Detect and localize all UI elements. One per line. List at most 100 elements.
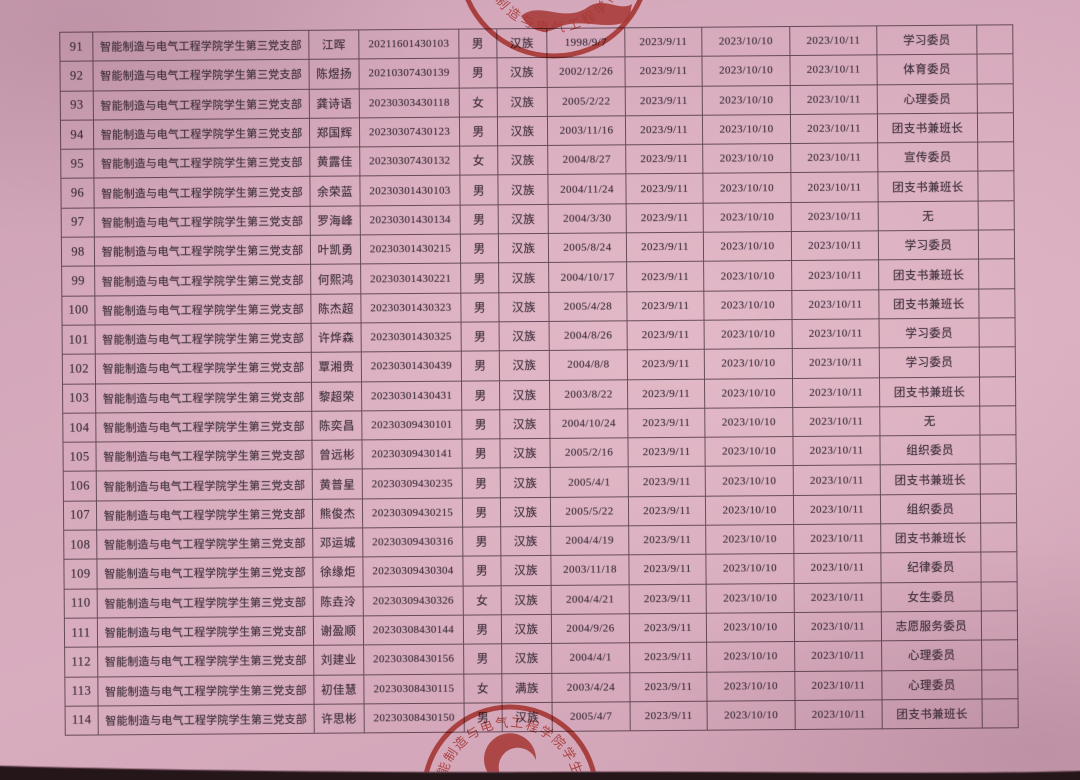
cell-no: 95	[60, 149, 95, 180]
cell-date3: 2023/10/11	[793, 436, 881, 467]
cell-position: 志愿服务委员	[881, 611, 983, 642]
cell-name: 余荣蓝	[310, 176, 361, 207]
cell-date1: 2023/9/11	[625, 86, 703, 117]
cell-branch: 智能制造与电气工程学院学生第三党支部	[95, 294, 312, 326]
photo-bottom-edge	[0, 765, 1080, 780]
cell-name: 黎超荣	[312, 381, 363, 412]
cell-name: 初佳慧	[314, 674, 365, 705]
cell-birth_date: 2004/4/21	[551, 584, 630, 615]
cell-date1: 2023/9/11	[627, 349, 705, 380]
cell-no: 102	[61, 354, 97, 385]
cell-date1: 2023/9/11	[628, 496, 707, 527]
cell-birth_date: 2004/11/24	[548, 174, 627, 205]
cell-no: 103	[62, 384, 97, 414]
cell-gender: 男	[463, 527, 502, 557]
cell-name: 陈杰超	[311, 294, 362, 324]
cell-position: 心理委员	[882, 670, 983, 701]
cell-position: 团支书兼班长	[879, 259, 980, 291]
cell-branch: 智能制造与电气工程学院学生第三党支部	[95, 265, 312, 297]
cell-ethnicity: 汉族	[500, 439, 551, 469]
cell-gender: 男	[460, 175, 499, 206]
cell-blank	[978, 201, 1015, 231]
cell-birth_date: 2004/10/24	[550, 409, 629, 440]
cell-date2: 2023/10/10	[707, 642, 796, 673]
cell-student_id: 20230303430118	[359, 88, 460, 119]
cell-date2: 2023/10/10	[706, 583, 795, 614]
cell-student_id: 20210307430139	[359, 58, 460, 90]
cell-gender: 男	[460, 234, 500, 264]
cell-birth_date: 2005/5/22	[550, 497, 630, 527]
cell-student_id: 20230309430304	[363, 556, 464, 588]
cell-birth_date: 2004/10/17	[549, 262, 628, 293]
cell-name: 覃湘贵	[311, 352, 363, 383]
cell-branch: 智能制造与电气工程学院学生第三党支部	[94, 206, 311, 238]
cell-position: 团支书兼班长	[879, 289, 980, 320]
cell-date3: 2023/10/11	[792, 377, 881, 408]
cell-student_id: 20230309430101	[362, 410, 463, 441]
cell-position: 团支书兼班长	[882, 699, 983, 730]
cell-no: 101	[61, 325, 96, 356]
cell-branch: 智能制造与电气工程学院学生第三党支部	[97, 528, 314, 560]
cell-ethnicity: 汉族	[500, 380, 551, 411]
cell-no: 99	[61, 266, 96, 297]
cell-ethnicity: 汉族	[501, 556, 552, 586]
cell-branch: 智能制造与电气工程学院学生第三党支部	[97, 558, 314, 590]
cell-branch: 智能制造与电气工程学院学生第三党支部	[95, 323, 312, 355]
cell-date3: 2023/10/11	[791, 202, 879, 233]
cell-date3: 2023/10/11	[793, 465, 881, 496]
cell-no: 94	[59, 120, 95, 150]
cell-date3: 2023/10/11	[794, 612, 883, 643]
cell-blank	[979, 376, 1017, 407]
cell-date2: 2023/10/10	[703, 144, 792, 175]
cell-position: 无	[880, 406, 981, 437]
cell-date3: 2023/10/11	[791, 231, 880, 262]
cell-date3: 2023/10/11	[792, 260, 880, 291]
cell-date3: 2023/10/11	[791, 143, 879, 174]
cell-no: 107	[62, 501, 98, 531]
cell-name: 谢盈顺	[313, 616, 365, 647]
cell-birth_date: 2005/2/16	[550, 438, 629, 469]
cell-ethnicity: 汉族	[498, 146, 549, 176]
cell-date2: 2023/10/10	[702, 114, 792, 145]
cell-date3: 2023/10/11	[790, 55, 878, 86]
cell-gender: 男	[460, 205, 499, 235]
cell-no: 97	[60, 208, 95, 238]
cell-position: 纪律委员	[881, 552, 982, 583]
cell-no: 110	[63, 589, 98, 619]
cell-branch: 智能制造与电气工程学院学生第三党支部	[98, 704, 315, 736]
cell-position: 女生委员	[881, 582, 982, 613]
cell-ethnicity: 汉族	[500, 497, 552, 528]
cell-gender: 男	[463, 615, 503, 645]
cell-name: 熊俊杰	[312, 499, 364, 529]
cell-blank	[982, 640, 1019, 671]
cell-gender: 女	[463, 585, 502, 616]
cell-student_id: 20230301430215	[360, 234, 462, 265]
cell-blank	[979, 259, 1016, 290]
cell-date2: 2023/10/10	[703, 202, 792, 233]
cell-no: 106	[62, 471, 97, 502]
cell-name: 黄普星	[312, 469, 363, 500]
cell-birth_date: 2003/11/16	[547, 116, 627, 147]
cell-date1: 2023/9/11	[627, 291, 705, 322]
cell-date1: 2023/9/11	[630, 701, 708, 732]
cell-birth_date: 2003/8/22	[550, 379, 629, 410]
cell-blank	[978, 230, 1016, 260]
cell-gender: 男	[464, 644, 503, 675]
cell-birth_date: 2005/2/22	[547, 86, 626, 117]
cell-no: 111	[63, 618, 99, 648]
cell-student_id: 20230301430431	[362, 381, 463, 412]
cell-ethnicity: 汉族	[501, 526, 552, 557]
cell-date3: 2023/10/11	[795, 670, 883, 701]
cell-name: 龚诗语	[309, 89, 360, 119]
cell-date2: 2023/10/10	[706, 612, 796, 643]
cell-name: 何熙鸿	[311, 264, 362, 295]
cell-name: 曾远彬	[312, 440, 363, 471]
cell-date1: 2023/9/11	[625, 26, 703, 58]
cell-student_id: 20230308430156	[364, 644, 465, 675]
cell-position: 学习委员	[879, 347, 980, 378]
cell-position: 团支书兼班长	[881, 523, 982, 554]
cell-branch: 智能制造与电气工程学院学生第三党支部	[97, 616, 315, 648]
cell-gender: 男	[462, 498, 502, 528]
cell-position: 团支书兼班长	[879, 377, 981, 408]
cell-no: 108	[63, 530, 98, 561]
